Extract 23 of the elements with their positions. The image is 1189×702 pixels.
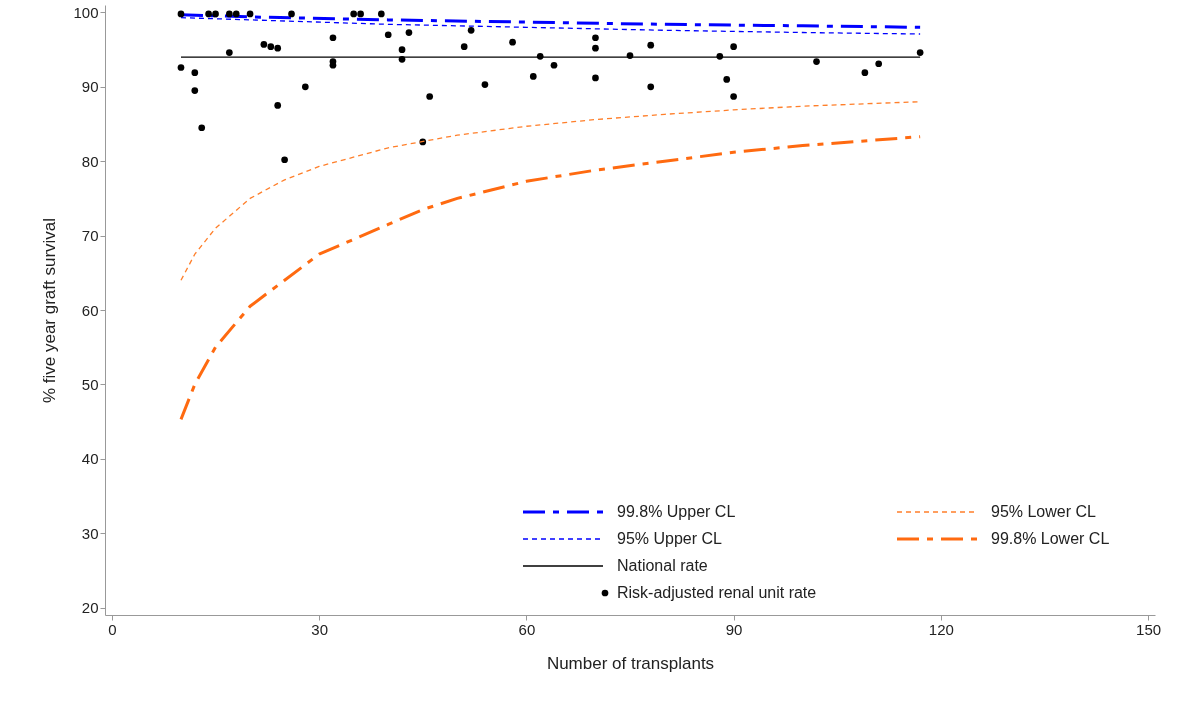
y-axis-title: % five year graft survival bbox=[40, 217, 60, 404]
y-tick-label: 60 bbox=[81, 301, 99, 319]
x-tick-label: 30 bbox=[311, 620, 328, 638]
x-tick-label: 150 bbox=[1136, 620, 1162, 638]
y-tick-label: 20 bbox=[81, 599, 99, 617]
x-axis-title: Number of transplants bbox=[546, 653, 715, 673]
y-tick-label: 90 bbox=[81, 78, 99, 96]
y-tick-label: 100 bbox=[73, 3, 99, 21]
y-tick-label: 30 bbox=[81, 524, 99, 542]
legend-label: 99.8% Lower CL bbox=[991, 530, 1110, 547]
y-tick-label: 80 bbox=[81, 152, 99, 170]
legend-label: 95% Lower CL bbox=[991, 503, 1097, 520]
x-tick-label: 90 bbox=[725, 620, 743, 638]
x-tick-label: 0 bbox=[108, 620, 117, 638]
legend-label: 95% Upper CL bbox=[617, 530, 723, 547]
x-tick-label: 120 bbox=[928, 620, 954, 638]
legend-label: National rate bbox=[617, 557, 708, 574]
x-tick-label: 60 bbox=[518, 620, 536, 638]
y-tick-label: 50 bbox=[81, 375, 99, 393]
y-tick-label: 70 bbox=[81, 227, 99, 245]
legend-label: Risk-adjusted renal unit rate bbox=[617, 584, 817, 601]
legend-label: 99.8% Upper CL bbox=[617, 503, 736, 520]
y-tick-label: 40 bbox=[81, 450, 99, 468]
